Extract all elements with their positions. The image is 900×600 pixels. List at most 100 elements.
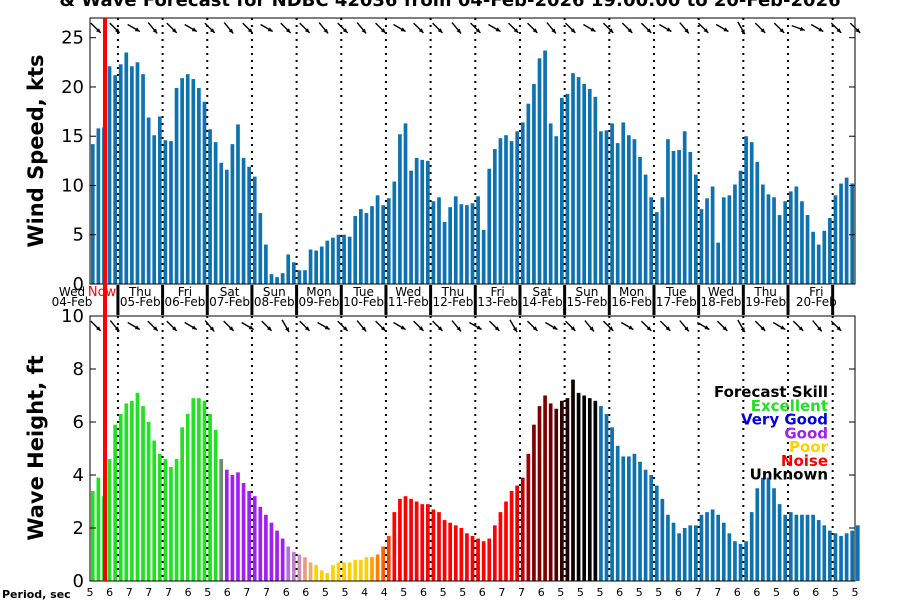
direction-arrow [508, 22, 519, 34]
wave-height-bar [677, 533, 681, 581]
direction-arrow [469, 321, 482, 331]
wind-speed-bar [504, 135, 508, 284]
wave-height-bar [308, 562, 313, 581]
day-date-label: 06-Feb [164, 295, 205, 309]
wind-speed-bar [459, 204, 464, 284]
wave-height-bar [135, 392, 140, 581]
wave-height-bar [453, 525, 458, 581]
wind-speed-bar [627, 135, 631, 284]
wave-height-bar [537, 406, 542, 581]
direction-arrow [546, 22, 557, 34]
wave-height-bar [409, 498, 413, 581]
day-name-label: Thu [753, 285, 777, 299]
y-tick-label: 2 [73, 518, 84, 539]
wave-height-bar [386, 535, 391, 581]
wave-height-bar [699, 514, 704, 581]
wave-height-bar [353, 559, 358, 581]
wave-height-bar [582, 395, 587, 581]
direction-arrow [509, 319, 518, 333]
period-value: 5 [400, 586, 407, 599]
wind-speed-bar [269, 274, 274, 284]
wind-speed-bar [230, 144, 235, 284]
wind-speed-bar [465, 205, 469, 284]
wind-speed-bar [565, 93, 570, 284]
wind-speed-bar [370, 206, 374, 284]
direction-arrow [109, 320, 120, 332]
day-date-label: 13-Feb [477, 295, 518, 309]
wave-height-bar [621, 456, 626, 581]
wind-speed-bar [420, 159, 425, 284]
period-value: 5 [440, 586, 447, 599]
wave-height-bar [219, 459, 224, 581]
wind-speed-bar [788, 191, 793, 284]
period-value: 7 [263, 586, 270, 599]
wind-speed-bar [208, 129, 212, 284]
direction-arrow [337, 22, 349, 34]
period-value: 5 [773, 586, 780, 599]
wind-speed-bar [118, 64, 123, 284]
wave-height-bar [733, 541, 737, 581]
y-tick-label: 0 [73, 571, 84, 592]
direction-arrow [166, 320, 178, 332]
wind-speed-bar [677, 150, 681, 284]
wind-speed-bar [727, 195, 732, 284]
day-name-label: Fri [178, 285, 192, 299]
direction-arrow [640, 320, 652, 332]
period-value: 6 [283, 586, 290, 599]
day-name-label: Tue [665, 285, 687, 299]
period-value: 6 [420, 586, 427, 599]
wind-speed-bar [163, 140, 168, 284]
wave-height-bar [230, 475, 235, 581]
wind-speed-bar [520, 122, 525, 285]
wind-speed-bar [90, 144, 95, 284]
wave-height-bar [247, 490, 251, 581]
wind-speed-bar [308, 249, 313, 284]
direction-arrow [337, 320, 349, 332]
wind-speed-bar [526, 103, 531, 285]
date-axis: Wed04-FebThu05-FebFri06-FebSat07-FebSun0… [52, 285, 837, 315]
wind-speed-bar [509, 141, 514, 284]
wind-speed-bar [135, 62, 140, 284]
wave-height-bar [347, 562, 352, 581]
day-date-label: 12-Feb [433, 295, 474, 309]
wind-speed-bar [654, 212, 659, 284]
day-name-label: Fri [809, 285, 823, 299]
wind-speed-bar [280, 273, 285, 284]
wind-speed-bar [688, 151, 693, 284]
day-name-label: Sun [263, 285, 286, 299]
period-value: 6 [224, 586, 231, 599]
wind-speed-bar [576, 77, 581, 284]
wind-speed-bar [241, 157, 246, 284]
wave-height-bar [560, 400, 564, 581]
day-name-label: Mon [619, 285, 644, 299]
wave-height-bar [682, 528, 687, 581]
wave-height-bar [509, 490, 514, 581]
period-value: 6 [812, 586, 819, 599]
wind-speed-bar [833, 195, 838, 284]
period-value: 6 [675, 586, 682, 599]
direction-arrow [527, 320, 538, 332]
period-value: 5 [322, 586, 329, 599]
wave-height-bar [727, 533, 732, 581]
direction-arrow [620, 321, 634, 331]
wave-height-bar [554, 408, 559, 581]
wind-speed-bar [141, 74, 145, 284]
direction-arrow [432, 320, 443, 332]
direction-arrow [204, 22, 216, 34]
period-value: 7 [518, 586, 525, 599]
direction-arrow [583, 23, 596, 33]
wind-speed-bar [671, 151, 676, 284]
wind-speed-bar [587, 88, 592, 285]
wind-speed-bar [816, 244, 821, 284]
legend-item: Good [784, 424, 828, 442]
direction-arrow [299, 22, 311, 34]
period-value: 4 [381, 586, 388, 599]
wave-height-bar [515, 485, 520, 581]
wind-speed-bar [621, 122, 626, 285]
period-value: 5 [557, 586, 564, 599]
wave-height-bar [208, 414, 212, 581]
wind-speed-bar [431, 201, 436, 284]
direction-arrow [792, 320, 804, 332]
period-value: 7 [243, 586, 250, 599]
wave-height-bar [615, 445, 620, 581]
